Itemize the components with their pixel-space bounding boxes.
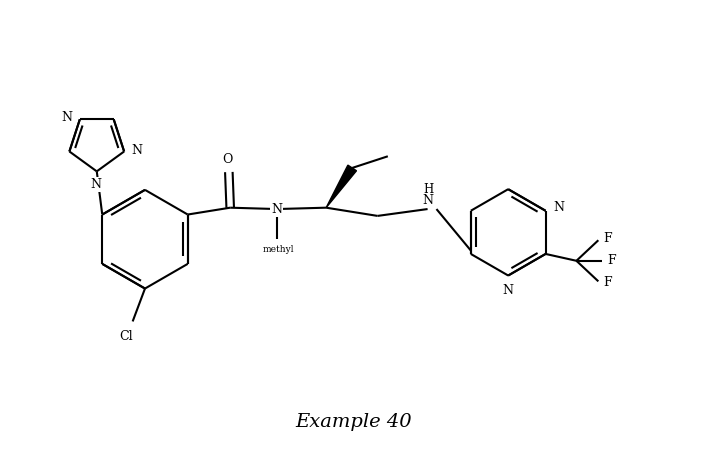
Text: N: N bbox=[90, 178, 101, 191]
Text: methyl: methyl bbox=[263, 245, 294, 254]
Text: Example 40: Example 40 bbox=[296, 413, 412, 431]
Text: N: N bbox=[271, 202, 282, 216]
Polygon shape bbox=[326, 165, 357, 207]
Text: O: O bbox=[222, 153, 233, 166]
Text: N: N bbox=[132, 143, 143, 156]
Text: H: H bbox=[424, 184, 434, 196]
Text: F: F bbox=[603, 232, 612, 245]
Text: N: N bbox=[62, 111, 72, 124]
Text: F: F bbox=[603, 276, 612, 289]
Text: Cl: Cl bbox=[119, 330, 132, 343]
Text: F: F bbox=[607, 254, 616, 267]
Text: N: N bbox=[503, 284, 514, 297]
Text: N: N bbox=[422, 194, 433, 207]
Text: N: N bbox=[554, 201, 565, 214]
